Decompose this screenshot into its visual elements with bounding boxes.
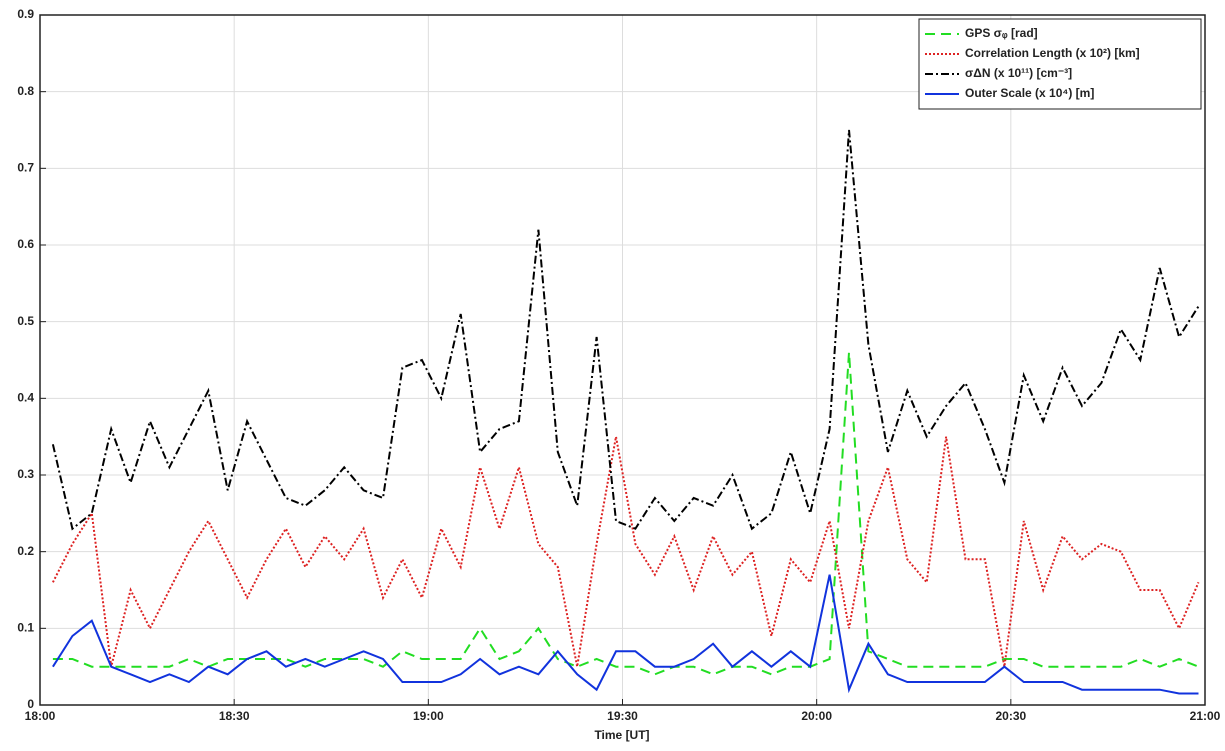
legend-label: Outer Scale (x 10⁴) [m] (965, 86, 1094, 100)
legend-label: Correlation Length (x 10²) [km] (965, 46, 1140, 60)
y-tick-label: 0.4 (17, 391, 34, 405)
y-tick-label: 0.9 (17, 7, 34, 21)
x-tick-label: 18:00 (25, 709, 56, 723)
series-line (52, 436, 1200, 667)
y-tick-label: 0.5 (17, 314, 34, 328)
y-tick-label: 0.1 (17, 621, 34, 635)
x-tick-label: 20:30 (995, 709, 1026, 723)
x-tick-label: 21:00 (1190, 709, 1221, 723)
legend-label: σΔN (x 10¹¹) [cm⁻³] (965, 66, 1072, 80)
y-tick-label: 0.7 (17, 161, 34, 175)
y-tick-label: 0.6 (17, 237, 34, 251)
legend-box (918, 18, 1202, 110)
y-tick-label: 0 (27, 697, 34, 711)
series-line (51, 129, 1200, 531)
y-tick-label: 0.2 (17, 544, 34, 558)
y-tick-label: 0.8 (17, 84, 34, 98)
x-tick-label: 20:00 (801, 709, 832, 723)
x-axis-label: Time [UT] (594, 728, 649, 742)
legend-label: GPS σᵩ [rad] (965, 26, 1038, 40)
x-tick-label: 19:30 (607, 709, 638, 723)
plot-frame (39, 14, 1206, 706)
series-line (52, 352, 1199, 676)
series-line (52, 574, 1199, 695)
y-tick-label: 0.3 (17, 467, 34, 481)
x-tick-label: 19:00 (413, 709, 444, 723)
x-tick-label: 18:30 (219, 709, 250, 723)
